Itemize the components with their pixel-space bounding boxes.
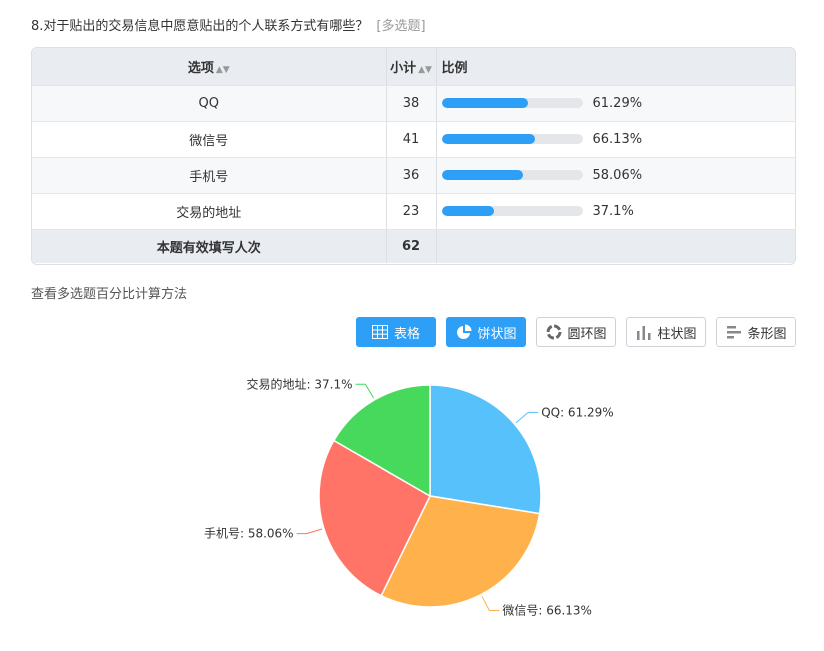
sort-icon[interactable]: ▲▼ [418, 64, 432, 75]
leader-line [515, 411, 539, 424]
pie-icon [456, 324, 472, 340]
progress-bar [441, 206, 583, 216]
progress-bar [441, 134, 583, 144]
slice-label: 交易的地址: 37.1% [247, 376, 353, 391]
header-count[interactable]: 小计 ▲▼ [386, 48, 437, 86]
slice-label: 微信号: 66.13% [502, 604, 592, 618]
table-button[interactable]: 表格 [356, 317, 436, 347]
result-table: 选项 ▲▼ 小计 ▲▼ 比例 QQ 38 61.29% 微信号 41 66.13% 手机号 36 5… [31, 47, 796, 265]
progress-fill [441, 170, 524, 180]
progress-fill [441, 206, 494, 216]
ring-icon [546, 324, 562, 340]
chart-type-toolbar: 表格 饼状图 圆环图 柱状图 条形图 [356, 317, 796, 347]
progress-bar [441, 170, 583, 180]
option-percent: 58.06% [592, 167, 643, 183]
question-text: 8.对于贴出的交易信息中愿意贴出的个人联系方式有哪些？ [31, 19, 369, 34]
option-percent: 37.1% [592, 203, 634, 219]
option-label: 微信号 [32, 121, 387, 158]
question-title: 8.对于贴出的交易信息中愿意贴出的个人联系方式有哪些？ [多选题] [31, 15, 426, 34]
slice-label: 手机号: 58.06% [204, 527, 294, 541]
option-label: QQ [32, 85, 387, 122]
option-percent: 66.13% [592, 131, 643, 147]
option-count: 41 [386, 121, 437, 158]
progress-fill [441, 98, 528, 108]
leader-line [481, 596, 500, 612]
ring-button[interactable]: 圆环图 [536, 317, 616, 347]
table-row: QQ 38 61.29% [32, 85, 795, 122]
option-count: 23 [386, 193, 437, 230]
table-icon [371, 325, 388, 339]
table-row: 手机号 36 58.06% [32, 157, 795, 194]
total-count: 62 [386, 229, 437, 263]
table-row: 微信号 41 66.13% [32, 121, 795, 158]
option-percent: 61.29% [592, 95, 643, 111]
progress-bar [441, 98, 583, 108]
horizontal-bar-button[interactable]: 条形图 [716, 317, 796, 347]
option-count: 38 [386, 85, 437, 122]
leader-line [296, 528, 323, 535]
sort-icon[interactable]: ▲▼ [215, 64, 230, 75]
header-ratio: 比例 [436, 48, 795, 86]
table-row: 交易的地址 23 37.1% [32, 193, 795, 230]
pie-button[interactable]: 饼状图 [446, 317, 526, 347]
slice-address[interactable] [332, 384, 431, 498]
option-count: 36 [386, 157, 437, 194]
question-type-tag: [多选题] [376, 19, 426, 34]
total-label: 本题有效填写人次 [32, 229, 387, 263]
header-option[interactable]: 选项 ▲▼ [32, 48, 387, 86]
total-row: 本题有效填写人次 62 [32, 229, 795, 263]
horizontal-bar-icon [726, 324, 742, 340]
leader-line [355, 383, 374, 399]
option-label: 交易的地址 [32, 193, 387, 230]
slice-qq[interactable] [429, 384, 542, 515]
slice-phone[interactable] [318, 439, 431, 597]
slice-wechat[interactable] [380, 495, 541, 608]
progress-fill [441, 134, 535, 144]
bar-chart-button[interactable]: 柱状图 [626, 317, 706, 347]
percentage-calc-link[interactable]: 查看多选题百分比计算方法 [31, 287, 188, 302]
option-label: 手机号 [32, 157, 387, 194]
slice-label: QQ: 61.29% [541, 405, 614, 419]
pie-chart: QQ: 61.29% 微信号: 66.13% 手机号: 58.06% 交易的地址: 3… [204, 376, 614, 618]
bar-chart-icon [636, 324, 652, 340]
